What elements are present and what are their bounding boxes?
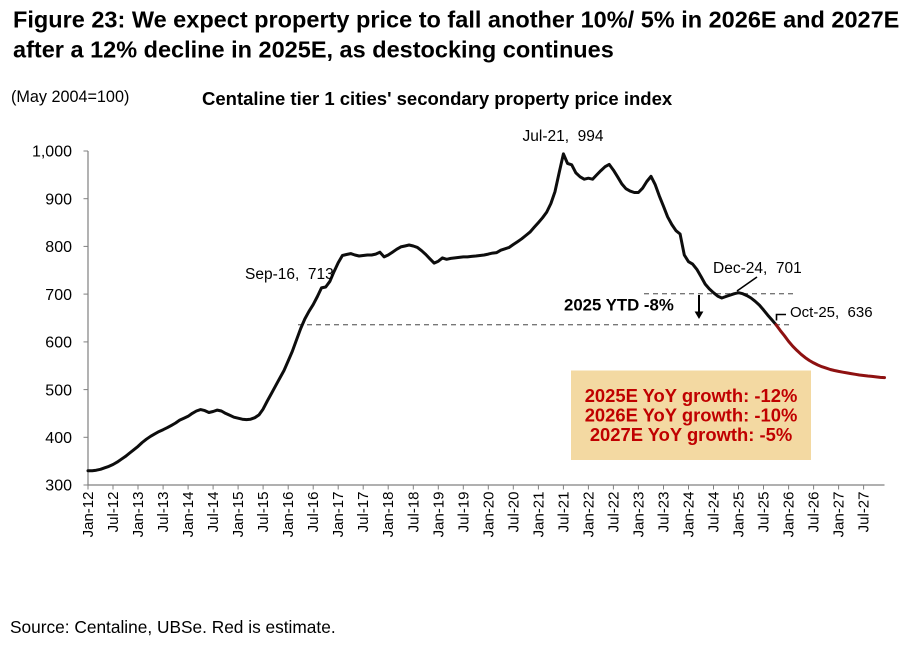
svg-text:700: 700 xyxy=(45,287,72,304)
svg-text:500: 500 xyxy=(45,382,72,399)
svg-text:Jul-21: Jul-21 xyxy=(555,492,572,533)
svg-text:400: 400 xyxy=(45,430,72,447)
svg-text:Jul-20: Jul-20 xyxy=(505,492,522,533)
svg-text:Jan-26: Jan-26 xyxy=(781,492,798,538)
svg-text:2026E YoY growth: -10%: 2026E YoY growth: -10% xyxy=(585,405,798,426)
svg-text:600: 600 xyxy=(45,335,72,352)
svg-text:Jan-22: Jan-22 xyxy=(580,492,597,538)
svg-text:300: 300 xyxy=(45,478,72,495)
svg-text:Jan-27: Jan-27 xyxy=(831,492,848,538)
svg-text:Jul-13: Jul-13 xyxy=(155,492,172,533)
svg-text:Oct-25, 636: Oct-25, 636 xyxy=(790,304,873,321)
svg-text:Jan-20: Jan-20 xyxy=(480,492,497,538)
svg-text:Jul-22: Jul-22 xyxy=(605,492,622,533)
svg-text:Source: Centaline, UBSe. Red i: Source: Centaline, UBSe. Red is estimate… xyxy=(10,617,336,637)
svg-text:Jul-12: Jul-12 xyxy=(105,492,122,533)
svg-text:Jan-15: Jan-15 xyxy=(230,492,247,538)
svg-text:Jan-25: Jan-25 xyxy=(731,492,748,538)
svg-text:2025 YTD -8%: 2025 YTD -8% xyxy=(564,296,674,315)
svg-text:Jul-25: Jul-25 xyxy=(756,492,773,533)
svg-text:Jan-16: Jan-16 xyxy=(280,492,297,538)
svg-text:1,000: 1,000 xyxy=(32,144,72,161)
svg-text:800: 800 xyxy=(45,239,72,256)
svg-text:Jan-14: Jan-14 xyxy=(180,492,197,538)
svg-text:Centaline tier 1 cities' secon: Centaline tier 1 cities' secondary prope… xyxy=(202,88,673,109)
svg-text:Jan-21: Jan-21 xyxy=(530,492,547,538)
svg-text:Jul-23: Jul-23 xyxy=(656,492,673,533)
svg-text:Jan-13: Jan-13 xyxy=(130,492,147,538)
svg-text:Jan-23: Jan-23 xyxy=(630,492,647,538)
svg-text:Jan-24: Jan-24 xyxy=(681,492,698,538)
svg-text:2027E YoY growth: -5%: 2027E YoY growth: -5% xyxy=(590,424,792,445)
svg-text:Jul-17: Jul-17 xyxy=(355,492,372,533)
svg-text:Jul-21, 994: Jul-21, 994 xyxy=(523,128,604,145)
svg-text:Jul-16: Jul-16 xyxy=(305,492,322,533)
svg-text:Jan-19: Jan-19 xyxy=(430,492,447,538)
svg-text:Jul-27: Jul-27 xyxy=(856,492,873,533)
svg-text:2025E YoY growth: -12%: 2025E YoY growth: -12% xyxy=(585,385,798,406)
svg-text:Jan-17: Jan-17 xyxy=(330,492,347,538)
svg-text:Jul-14: Jul-14 xyxy=(205,492,222,533)
svg-text:Jul-26: Jul-26 xyxy=(806,492,823,533)
svg-text:Jan-12: Jan-12 xyxy=(80,492,97,538)
svg-text:Jul-24: Jul-24 xyxy=(706,492,723,533)
svg-text:(May 2004=100): (May 2004=100) xyxy=(11,88,129,106)
svg-text:Jul-19: Jul-19 xyxy=(455,492,472,533)
svg-text:Jul-18: Jul-18 xyxy=(405,492,422,533)
svg-text:after a 12% decline in 2025E,: after a 12% decline in 2025E, as destock… xyxy=(13,37,614,63)
svg-text:Dec-24, 701: Dec-24, 701 xyxy=(713,260,802,277)
svg-text:Jul-15: Jul-15 xyxy=(255,492,272,533)
svg-text:Figure 23: We expect property: Figure 23: We expect property price to f… xyxy=(13,7,899,33)
svg-text:900: 900 xyxy=(45,191,72,208)
svg-text:Sep-16, 713: Sep-16, 713 xyxy=(245,266,334,283)
svg-text:Jan-18: Jan-18 xyxy=(380,492,397,538)
